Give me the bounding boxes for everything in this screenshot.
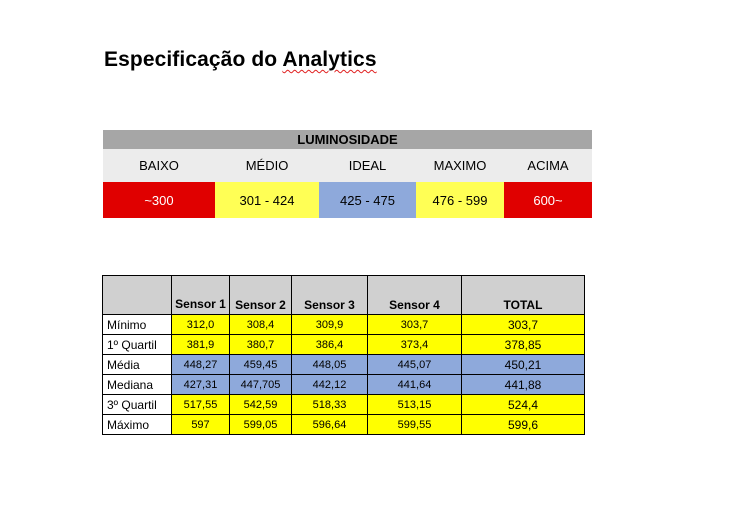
cell-total: 599,6 [461,414,585,435]
cell-total: 524,4 [461,394,585,415]
header-sensor-1: Sensor 1 [171,275,230,315]
row-label: Mínimo [102,314,172,335]
range-maximo: 476 - 599 [416,182,504,218]
luminosidade-header: LUMINOSIDADE [103,130,592,149]
row-label: Mediana [102,374,172,395]
title-prefix: Especificação do [104,48,283,71]
range-baixo: ~300 [103,182,215,218]
table-row: 1º Quartil 381,9 380,7 386,4 373,4 378,8… [102,334,585,355]
cell-value: 308,4 [229,314,292,335]
stats-header-row: Sensor 1 Sensor 2 Sensor 3 Sensor 4 TOTA… [102,275,585,315]
cell-value: 427,31 [171,374,230,395]
row-label: 3º Quartil [102,394,172,415]
table-row: Mínimo 312,0 308,4 309,9 303,7 303,7 [102,314,585,335]
luminosidade-ranges-row: ~300 301 - 424 425 - 475 476 - 599 600~ [103,182,592,218]
cell-value: 596,64 [291,414,368,435]
cell-value: 309,9 [291,314,368,335]
cell-total: 441,88 [461,374,585,395]
luminosidade-table: LUMINOSIDADE BAIXO MÉDIO IDEAL MAXIMO AC… [103,130,592,218]
cell-total: 378,85 [461,334,585,355]
cell-value: 599,55 [367,414,462,435]
header-empty [102,275,172,315]
range-ideal: 425 - 475 [319,182,416,218]
cell-value: 441,64 [367,374,462,395]
table-row: Mediana 427,31 447,705 442,12 441,64 441… [102,374,585,395]
cell-value: 448,27 [171,354,230,375]
label-baixo: BAIXO [139,158,179,173]
range-medio: 301 - 424 [215,182,319,218]
cell-value: 599,05 [229,414,292,435]
header-sensor-2: Sensor 2 [229,275,292,315]
label-acima: ACIMA [527,158,569,173]
cell-value: 448,05 [291,354,368,375]
table-row: Máximo 597 599,05 596,64 599,55 599,6 [102,414,585,435]
header-total: TOTAL [461,275,585,315]
range-acima: 600~ [504,182,592,218]
cell-value: 597 [171,414,230,435]
table-row: Média 448,27 459,45 448,05 445,07 450,21 [102,354,585,375]
row-label: Máximo [102,414,172,435]
label-medio: MÉDIO [245,158,289,173]
cell-value: 445,07 [367,354,462,375]
header-sensor-3: Sensor 3 [291,275,368,315]
cell-value: 542,59 [229,394,292,415]
header-sensor-4: Sensor 4 [367,275,462,315]
cell-total: 450,21 [461,354,585,375]
cell-value: 459,45 [229,354,292,375]
cell-value: 312,0 [171,314,230,335]
cell-value: 381,9 [171,334,230,355]
table-row: 3º Quartil 517,55 542,59 518,33 513,15 5… [102,394,585,415]
title-analytics: Analytics [282,48,377,71]
row-label: 1º Quartil [102,334,172,355]
cell-value: 518,33 [291,394,368,415]
luminosidade-labels-row: BAIXO MÉDIO IDEAL MAXIMO ACIMA [103,149,592,182]
cell-value: 442,12 [291,374,368,395]
cell-value: 513,15 [367,394,462,415]
cell-value: 386,4 [291,334,368,355]
cell-value: 517,55 [171,394,230,415]
cell-value: 380,7 [229,334,292,355]
document-title: Especificação do Analytics [104,48,377,72]
cell-value: 373,4 [367,334,462,355]
row-label: Média [102,354,172,375]
label-ideal: IDEAL [348,158,387,173]
cell-value: 447,705 [229,374,292,395]
cell-total: 303,7 [461,314,585,335]
label-maximo: MAXIMO [433,158,487,173]
sensor-stats-table: Sensor 1 Sensor 2 Sensor 3 Sensor 4 TOTA… [102,275,585,435]
cell-value: 303,7 [367,314,462,335]
